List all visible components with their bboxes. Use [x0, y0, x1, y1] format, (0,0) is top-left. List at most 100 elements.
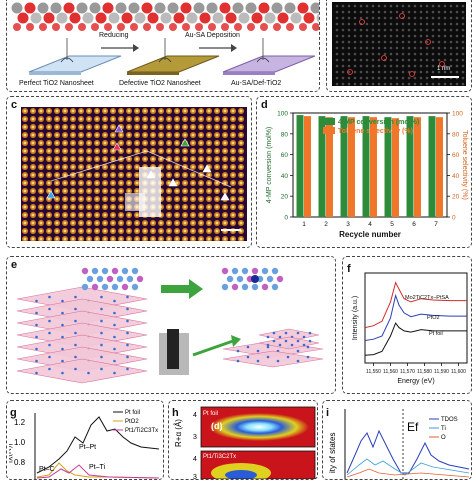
d-ytick-right-5: 100 [452, 111, 463, 118]
scale-bar [431, 76, 459, 78]
d-ytick-left-5: 100 [277, 111, 288, 118]
g-annot-ptc: Pt–C [39, 466, 55, 473]
panel-c: c [6, 96, 252, 248]
g-ytick-3: 0.8 [14, 458, 26, 467]
g-legend-1: Pt foil [125, 410, 140, 416]
xanes-chart: 11,550 11,560 11,570 11,580 11,590 11,600 Ener… [352, 272, 468, 385]
i-curve-o [346, 468, 470, 478]
g-ytick-2: 1.0 [14, 438, 26, 447]
d-ytick-left-4: 80 [281, 131, 289, 138]
g-legend-3: Pt1/Ti2C3Tx [125, 428, 158, 434]
step-label-perfect: Perfect TiO2 Nanosheet [19, 80, 94, 87]
d-legend-label-1: 4-MP conversion (mol%) [338, 119, 419, 126]
i-legend-3: O [441, 435, 446, 441]
d-bar-s1-7 [428, 116, 436, 217]
f-plot-frame [364, 272, 468, 364]
f-ylabel: Intensity (a.u.) [352, 296, 359, 340]
d-xlabel: Recycle number [339, 230, 401, 239]
f-xtick-0: 11,550 [366, 369, 381, 375]
g-ytick-1: 1.2 [14, 418, 26, 427]
d-bar-s2-5 [392, 118, 399, 217]
h-ytick-1: 4 [193, 412, 197, 419]
f-curve-1 [364, 281, 467, 329]
d-ytick-right-4: 80 [452, 131, 460, 138]
panel-e: e [6, 256, 336, 394]
panel-label-g: g [10, 407, 17, 419]
d-xtick-1: 1 [302, 221, 306, 228]
d-bar-s2-4 [370, 117, 377, 217]
f-xtick-1: 11,560 [383, 369, 398, 375]
panel-label-i: i [326, 407, 330, 419]
d-ytick-left-2: 40 [281, 173, 289, 180]
d-ytick-right-0: 0 [452, 215, 456, 222]
i-curve-tdos [346, 429, 470, 474]
arrow-label-deposition: Au-SA Deposition [185, 32, 240, 39]
mxene-structure-schematic [16, 267, 324, 384]
d-ytick-right-3: 60 [452, 152, 460, 159]
panel-b: 1 nm [326, 0, 472, 92]
h-ytick-2: 3 [193, 434, 197, 441]
d-ylabel-left: 4-MP conversion (mol%) [266, 127, 273, 204]
step-label-ausa: Au-SA/Def-TiO2 [231, 80, 282, 87]
haadf-image-b [332, 2, 466, 86]
h-subtitle: Pt foil [203, 411, 218, 417]
g-legend-2: PtO2 [125, 419, 139, 425]
h-tag: (d) [211, 421, 223, 431]
d-xtick-4: 4 [368, 221, 372, 228]
d-xtick-3: 3 [346, 221, 350, 228]
d-legend-swatch-2 [323, 127, 335, 134]
d-ytick-right-1: 20 [452, 194, 460, 201]
g-annot-ptti: Pt–Ti [89, 464, 106, 471]
panel-d: d 0 0 20 20 40 40 60 60 80 80 100 100 1 2 3 4 5 6 7 Recycle… [256, 96, 472, 248]
f-curve-label-3: Pt foil [429, 331, 443, 337]
d-xtick-5: 5 [390, 221, 394, 228]
d-bar-s1-1 [296, 115, 304, 217]
h-ytick-4: 3 [193, 474, 197, 479]
synthesis-scheme [28, 38, 316, 75]
atomic-model-strip [11, 2, 319, 31]
arrow-label-reducing: Reducing [99, 32, 129, 39]
f-curve-label-1: Mo2TiC2Tx–PtSA [405, 295, 449, 301]
d-xtick-6: 6 [412, 221, 416, 228]
bar-chart-recycle: 0 0 20 20 40 40 60 60 80 80 100 100 1 2 3 4 5 6 7 Recycle n… [266, 111, 468, 240]
d-legend-swatch-1 [323, 118, 335, 125]
g-annot-ptpt: Pt–Pt [79, 444, 96, 451]
d-bar-s1-4 [362, 116, 370, 217]
h-ytick-3: 4 [193, 456, 197, 463]
d-bar-s2-3 [348, 117, 355, 217]
d-xtick-7: 7 [434, 221, 438, 228]
d-ytick-right-2: 40 [452, 173, 460, 180]
g-curve-ptfoil [36, 416, 160, 474]
d-legend-label-2: Toluene selectivity (%) [338, 128, 413, 135]
panel-label-e: e [11, 259, 18, 271]
f-xtick-3: 11,580 [417, 369, 432, 375]
panel-label-f: f [347, 263, 351, 275]
d-bar-s2-2 [326, 117, 333, 217]
d-bar-s1-3 [340, 116, 348, 217]
panel-label-h: h [172, 407, 179, 419]
d-ylabel-right: Toluene selectivity (%) [461, 130, 468, 200]
f-xtick-5: 11,600 [451, 369, 466, 375]
panel-f: f 11,550 11,560 11,570 11,580 11,590 11,600 En… [342, 256, 472, 394]
d-ytick-left-3: 60 [281, 152, 289, 159]
h-ylabel: R+α (Å) [174, 419, 183, 447]
d-ytick-left-1: 20 [281, 194, 289, 201]
panel-a: Reducing Au-SA Deposition Perfect TiO2 N… [6, 0, 320, 92]
i-ylabel: ity of states [328, 433, 337, 473]
d-bar-s2-1 [304, 116, 311, 217]
i-ef: Ef [407, 420, 419, 434]
f-xtick-4: 11,590 [434, 369, 449, 375]
panel-g: g 1.2 1.0 0.8 |χ(R)| Pt–Pt Pt–C Pt–Ti Pt… [6, 400, 164, 480]
i-legend-1: TDOS [441, 417, 458, 423]
wavelet-transform-map: Pt foil (d) Pt1/Ti3C2Tx 4 3 4 3 R+α (Å) [174, 406, 316, 479]
d-bar-s1-6 [406, 116, 414, 217]
exafs-chart: 1.2 1.0 0.8 |χ(R)| Pt–Pt Pt–C Pt–Ti Pt f… [9, 410, 160, 479]
panel-label-c: c [11, 99, 18, 111]
d-bar-s1-5 [384, 117, 392, 217]
f-xtick-2: 11,570 [400, 369, 415, 375]
f-curve-2 [364, 293, 467, 341]
d-bar-s1-2 [318, 116, 326, 217]
step-label-defective: Defective TiO2 Nanosheet [119, 80, 201, 87]
d-bar-s2-6 [414, 117, 421, 217]
f-xlabel: Energy (eV) [397, 378, 434, 385]
